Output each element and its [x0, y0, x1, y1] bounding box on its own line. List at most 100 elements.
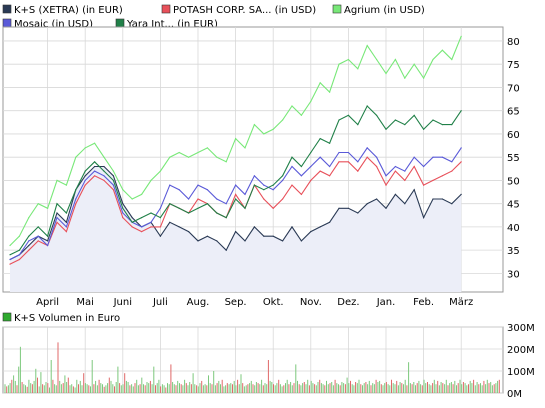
data-point-0-11: [112, 175, 114, 177]
data-point-3-45: [432, 156, 434, 158]
data-point-4-42: [404, 124, 406, 126]
data-point-3-37: [357, 161, 359, 163]
data-point-1-13: [131, 226, 133, 228]
price-panel: 30 35 40 45 50 55 60 65 70 75 80 April Mai Juni Juli Au…: [2, 26, 520, 308]
data-point-2-42: [404, 77, 406, 79]
data-point-3-14: [141, 226, 143, 228]
data-point-4-7: [75, 189, 77, 191]
data-point-0-47: [451, 203, 453, 205]
data-point-2-6: [65, 184, 67, 186]
data-point-0-21: [206, 235, 208, 237]
data-point-2-25: [244, 147, 246, 149]
data-point-4-24: [235, 198, 237, 200]
y-tick-label-0: 30: [507, 269, 520, 280]
data-point-4-15: [150, 212, 152, 214]
data-point-0-17: [169, 221, 171, 223]
data-point-1-37: [357, 170, 359, 172]
volume-y-tick-label-1: 100M: [507, 367, 535, 378]
data-point-0-4: [47, 240, 49, 242]
data-point-1-24: [235, 193, 237, 195]
data-point-4-10: [103, 170, 105, 172]
data-point-2-22: [216, 156, 218, 158]
data-point-4-35: [338, 119, 340, 121]
data-point-2-44: [423, 77, 425, 79]
data-point-4-36: [347, 114, 349, 116]
data-point-1-33: [319, 170, 321, 172]
data-point-2-27: [263, 133, 265, 135]
data-point-4-34: [329, 142, 331, 144]
data-point-0-41: [394, 193, 396, 195]
data-point-3-36: [347, 151, 349, 154]
data-point-3-33: [319, 156, 321, 158]
data-point-1-11: [112, 189, 114, 191]
data-point-2-17: [169, 156, 171, 158]
data-point-4-47: [451, 124, 453, 126]
data-point-4-33: [319, 138, 321, 140]
data-point-3-2: [28, 240, 30, 242]
data-point-4-29: [282, 175, 284, 177]
data-point-4-27: [263, 189, 265, 191]
data-point-1-48: [460, 161, 462, 163]
data-point-0-36: [347, 207, 349, 209]
data-point-4-45: [432, 119, 434, 121]
data-point-3-29: [282, 179, 284, 181]
data-point-3-12: [122, 212, 124, 214]
data-point-1-44: [423, 184, 425, 186]
data-point-4-37: [357, 124, 359, 126]
data-point-0-37: [357, 212, 359, 214]
data-point-2-35: [338, 63, 340, 65]
data-point-2-13: [131, 198, 133, 200]
data-point-4-43: [413, 114, 415, 116]
volume-legend-label: K+S Volumen in Euro: [14, 313, 120, 324]
data-point-3-28: [272, 189, 274, 191]
data-point-2-26: [253, 124, 255, 126]
legend-label-3: Mosaic (in USD): [14, 19, 93, 30]
data-point-4-48: [460, 110, 462, 112]
y-tick-label-4: 50: [507, 176, 520, 187]
data-point-1-46: [441, 175, 443, 177]
data-point-3-30: [291, 165, 293, 168]
data-point-2-18: [178, 151, 180, 154]
data-point-1-42: [404, 179, 406, 181]
data-point-1-40: [385, 184, 387, 186]
y-tick-label-8: 70: [507, 83, 520, 94]
data-point-1-14: [141, 231, 143, 233]
data-point-3-22: [216, 198, 218, 200]
data-point-2-19: [188, 156, 190, 158]
series-2: [9, 35, 462, 247]
data-point-0-34: [329, 221, 331, 223]
data-point-4-3: [37, 226, 39, 228]
data-point-1-3: [37, 240, 39, 242]
legend-swatch-0: [2, 4, 12, 14]
x-tick-label-1: Mai: [76, 297, 94, 308]
data-point-1-38: [366, 156, 368, 158]
y-tick-label-7: 65: [507, 107, 520, 118]
data-point-0-19: [188, 231, 190, 233]
data-point-3-23: [225, 203, 227, 205]
data-point-0-22: [216, 240, 218, 242]
data-point-3-46: [441, 156, 443, 158]
data-point-0-31: [300, 240, 302, 242]
x-tick-label-3: Juli: [152, 297, 168, 308]
legend-label-2: Agrium (in USD): [344, 5, 425, 16]
data-point-3-19: [188, 198, 190, 200]
data-point-0-8: [84, 175, 86, 177]
data-point-1-35: [338, 161, 340, 163]
legend-label-0: K+S (XETRA) (in EUR): [14, 5, 123, 16]
data-point-2-41: [394, 58, 396, 61]
data-point-1-36: [347, 161, 349, 163]
data-point-3-42: [404, 170, 406, 172]
data-point-2-32: [310, 100, 312, 102]
volume-plot-frame: [2, 326, 504, 394]
data-point-0-38: [366, 203, 368, 205]
data-point-2-8: [84, 147, 86, 149]
data-point-2-5: [56, 179, 58, 181]
data-point-3-31: [300, 175, 302, 177]
data-point-3-39: [376, 156, 378, 158]
data-point-2-15: [150, 179, 152, 181]
data-point-0-40: [385, 207, 387, 209]
data-point-2-28: [272, 128, 274, 130]
data-point-2-45: [432, 58, 434, 61]
data-point-2-21: [206, 147, 208, 149]
